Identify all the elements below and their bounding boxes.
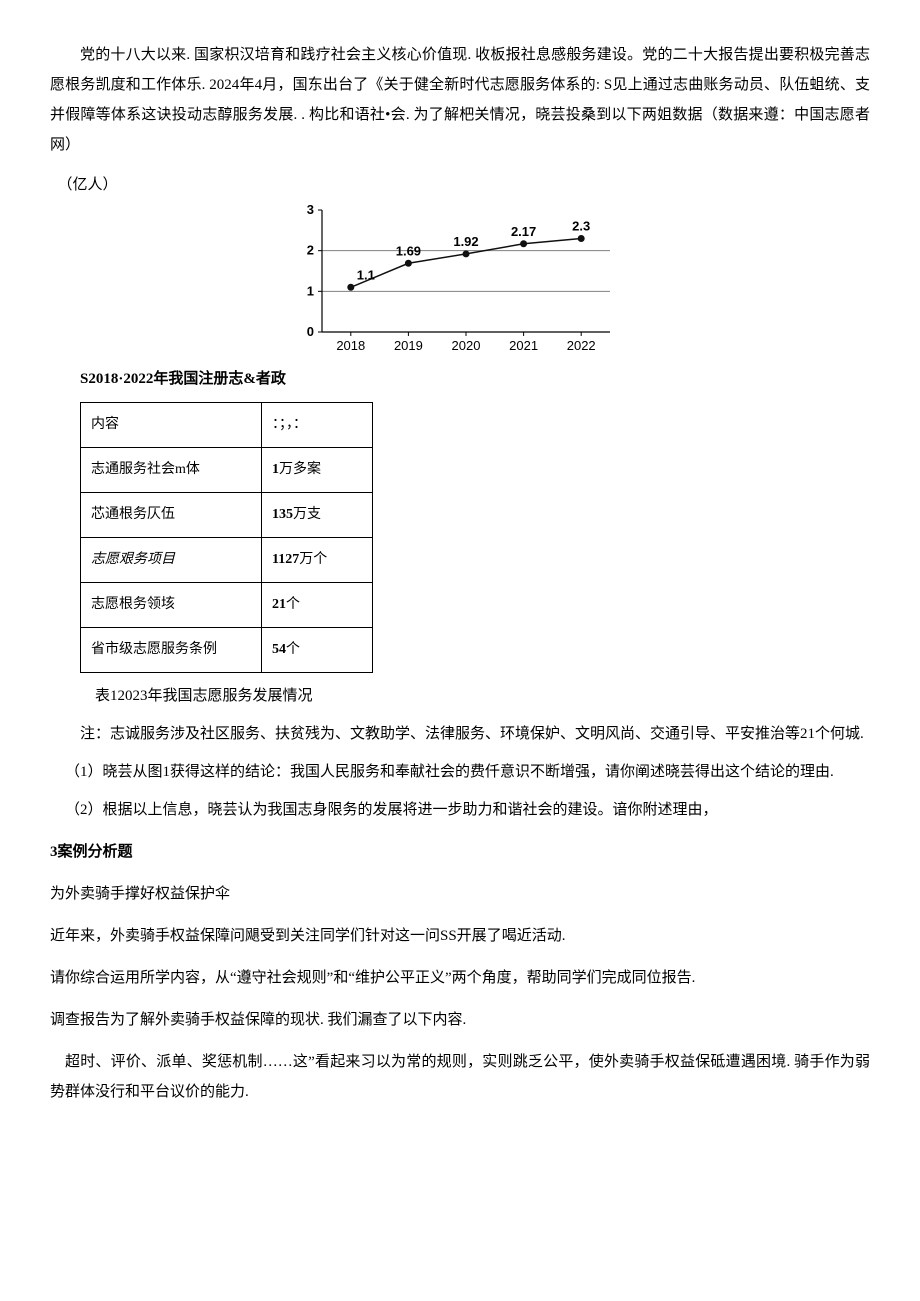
svg-text:2022: 2022: [567, 338, 596, 353]
svg-text:2021: 2021: [509, 338, 538, 353]
table-cell: 21个: [262, 583, 373, 628]
table-row: 志愿根务领垓21个: [81, 583, 373, 628]
chart-unit: （亿人）: [58, 170, 871, 200]
table-caption: 表12023年我国志愿服务发展情况: [95, 681, 870, 711]
table-header-cell: ：；，：: [262, 403, 373, 448]
svg-text:2.3: 2.3: [572, 218, 590, 233]
chart-block: （亿人） 0 1 2 3 2018 2019 2020 2021 2022 1.1 1.69 1.92…: [50, 170, 870, 394]
table-row: 志愿艰务项目1127万个: [81, 538, 373, 583]
table-cell: 1万多案: [262, 448, 373, 493]
table-row: 省市级志愿服务条例54个: [81, 628, 373, 673]
table-cell: 省市级志愿服务条例: [81, 628, 262, 673]
table-row: 内容：；，：: [81, 403, 373, 448]
table-cell: 1127万个: [262, 538, 373, 583]
section3-p3: 调查报告为了解外卖骑手权益保障的现状. 我们漏查了以下内容.: [50, 1005, 870, 1035]
table-row: 芯通根务仄伍135万支: [81, 493, 373, 538]
svg-text:3: 3: [307, 202, 314, 217]
svg-text:2018: 2018: [336, 338, 365, 353]
table-cell: 芯通根务仄伍: [81, 493, 262, 538]
svg-text:2.17: 2.17: [511, 224, 536, 239]
table-cell: 志愿艰务项目: [81, 538, 262, 583]
svg-text:1.1: 1.1: [357, 267, 375, 282]
table-cell: 135万支: [262, 493, 373, 538]
question-2: （2）根据以上信息，晓芸认为我国志身限务的发展将进一步助力和谐社会的建设。谙你附…: [50, 795, 870, 825]
section3-heading: 为外卖骑手撑好权益保护伞: [50, 879, 870, 909]
svg-text:1: 1: [307, 283, 314, 298]
intro-paragraph: 党的十八大以来. 国家枳汉培育和践疗社会主义核心价值现. 收板报社息感般务建设。…: [50, 40, 870, 160]
table-note: 注：志诚服务涉及社区服务、扶贫残为、文教助学、法律服务、环境保妒、文明风尚、交通…: [50, 719, 870, 749]
svg-text:0: 0: [307, 324, 314, 339]
svg-text:2020: 2020: [452, 338, 481, 353]
svg-text:2: 2: [307, 243, 314, 258]
volunteer-table: 内容：；，：志通服务社会m体1万多案芯通根务仄伍135万支志愿艰务项目1127万…: [80, 402, 373, 673]
svg-text:1.69: 1.69: [396, 243, 421, 258]
section3-title: 3案例分析题: [50, 837, 870, 867]
line-chart: 0 1 2 3 2018 2019 2020 2021 2022 1.1 1.69 1.92 2.17 2…: [290, 200, 870, 360]
table-row: 志通服务社会m体1万多案: [81, 448, 373, 493]
table-cell: 志通服务社会m体: [81, 448, 262, 493]
section3-p1: 近年来，外卖骑手权益保障问飓受到关注同学们针对这一问SS开展了喝近活动.: [50, 921, 870, 951]
section3-p2: 请你综合运用所学内容，从“遵守社会规则”和“维护公平正义”两个角度，帮助同学们完…: [50, 963, 870, 993]
question-1: （1）晓芸从图1获得这样的结论：我国人民服务和奉献社会的费仟意识不断增强，请你阐…: [50, 757, 870, 787]
svg-text:2019: 2019: [394, 338, 423, 353]
chart-caption: S2018·2022年我国注册志&者政: [80, 364, 870, 394]
table-cell: 54个: [262, 628, 373, 673]
section3-p4: 超时、评价、派单、奖惩机制……这”看起来习以为常的规则，实则跳乏公平，使外卖骑手…: [50, 1047, 870, 1107]
table-cell: 志愿根务领垓: [81, 583, 262, 628]
svg-text:1.92: 1.92: [453, 234, 478, 249]
table-header-cell: 内容: [81, 403, 262, 448]
